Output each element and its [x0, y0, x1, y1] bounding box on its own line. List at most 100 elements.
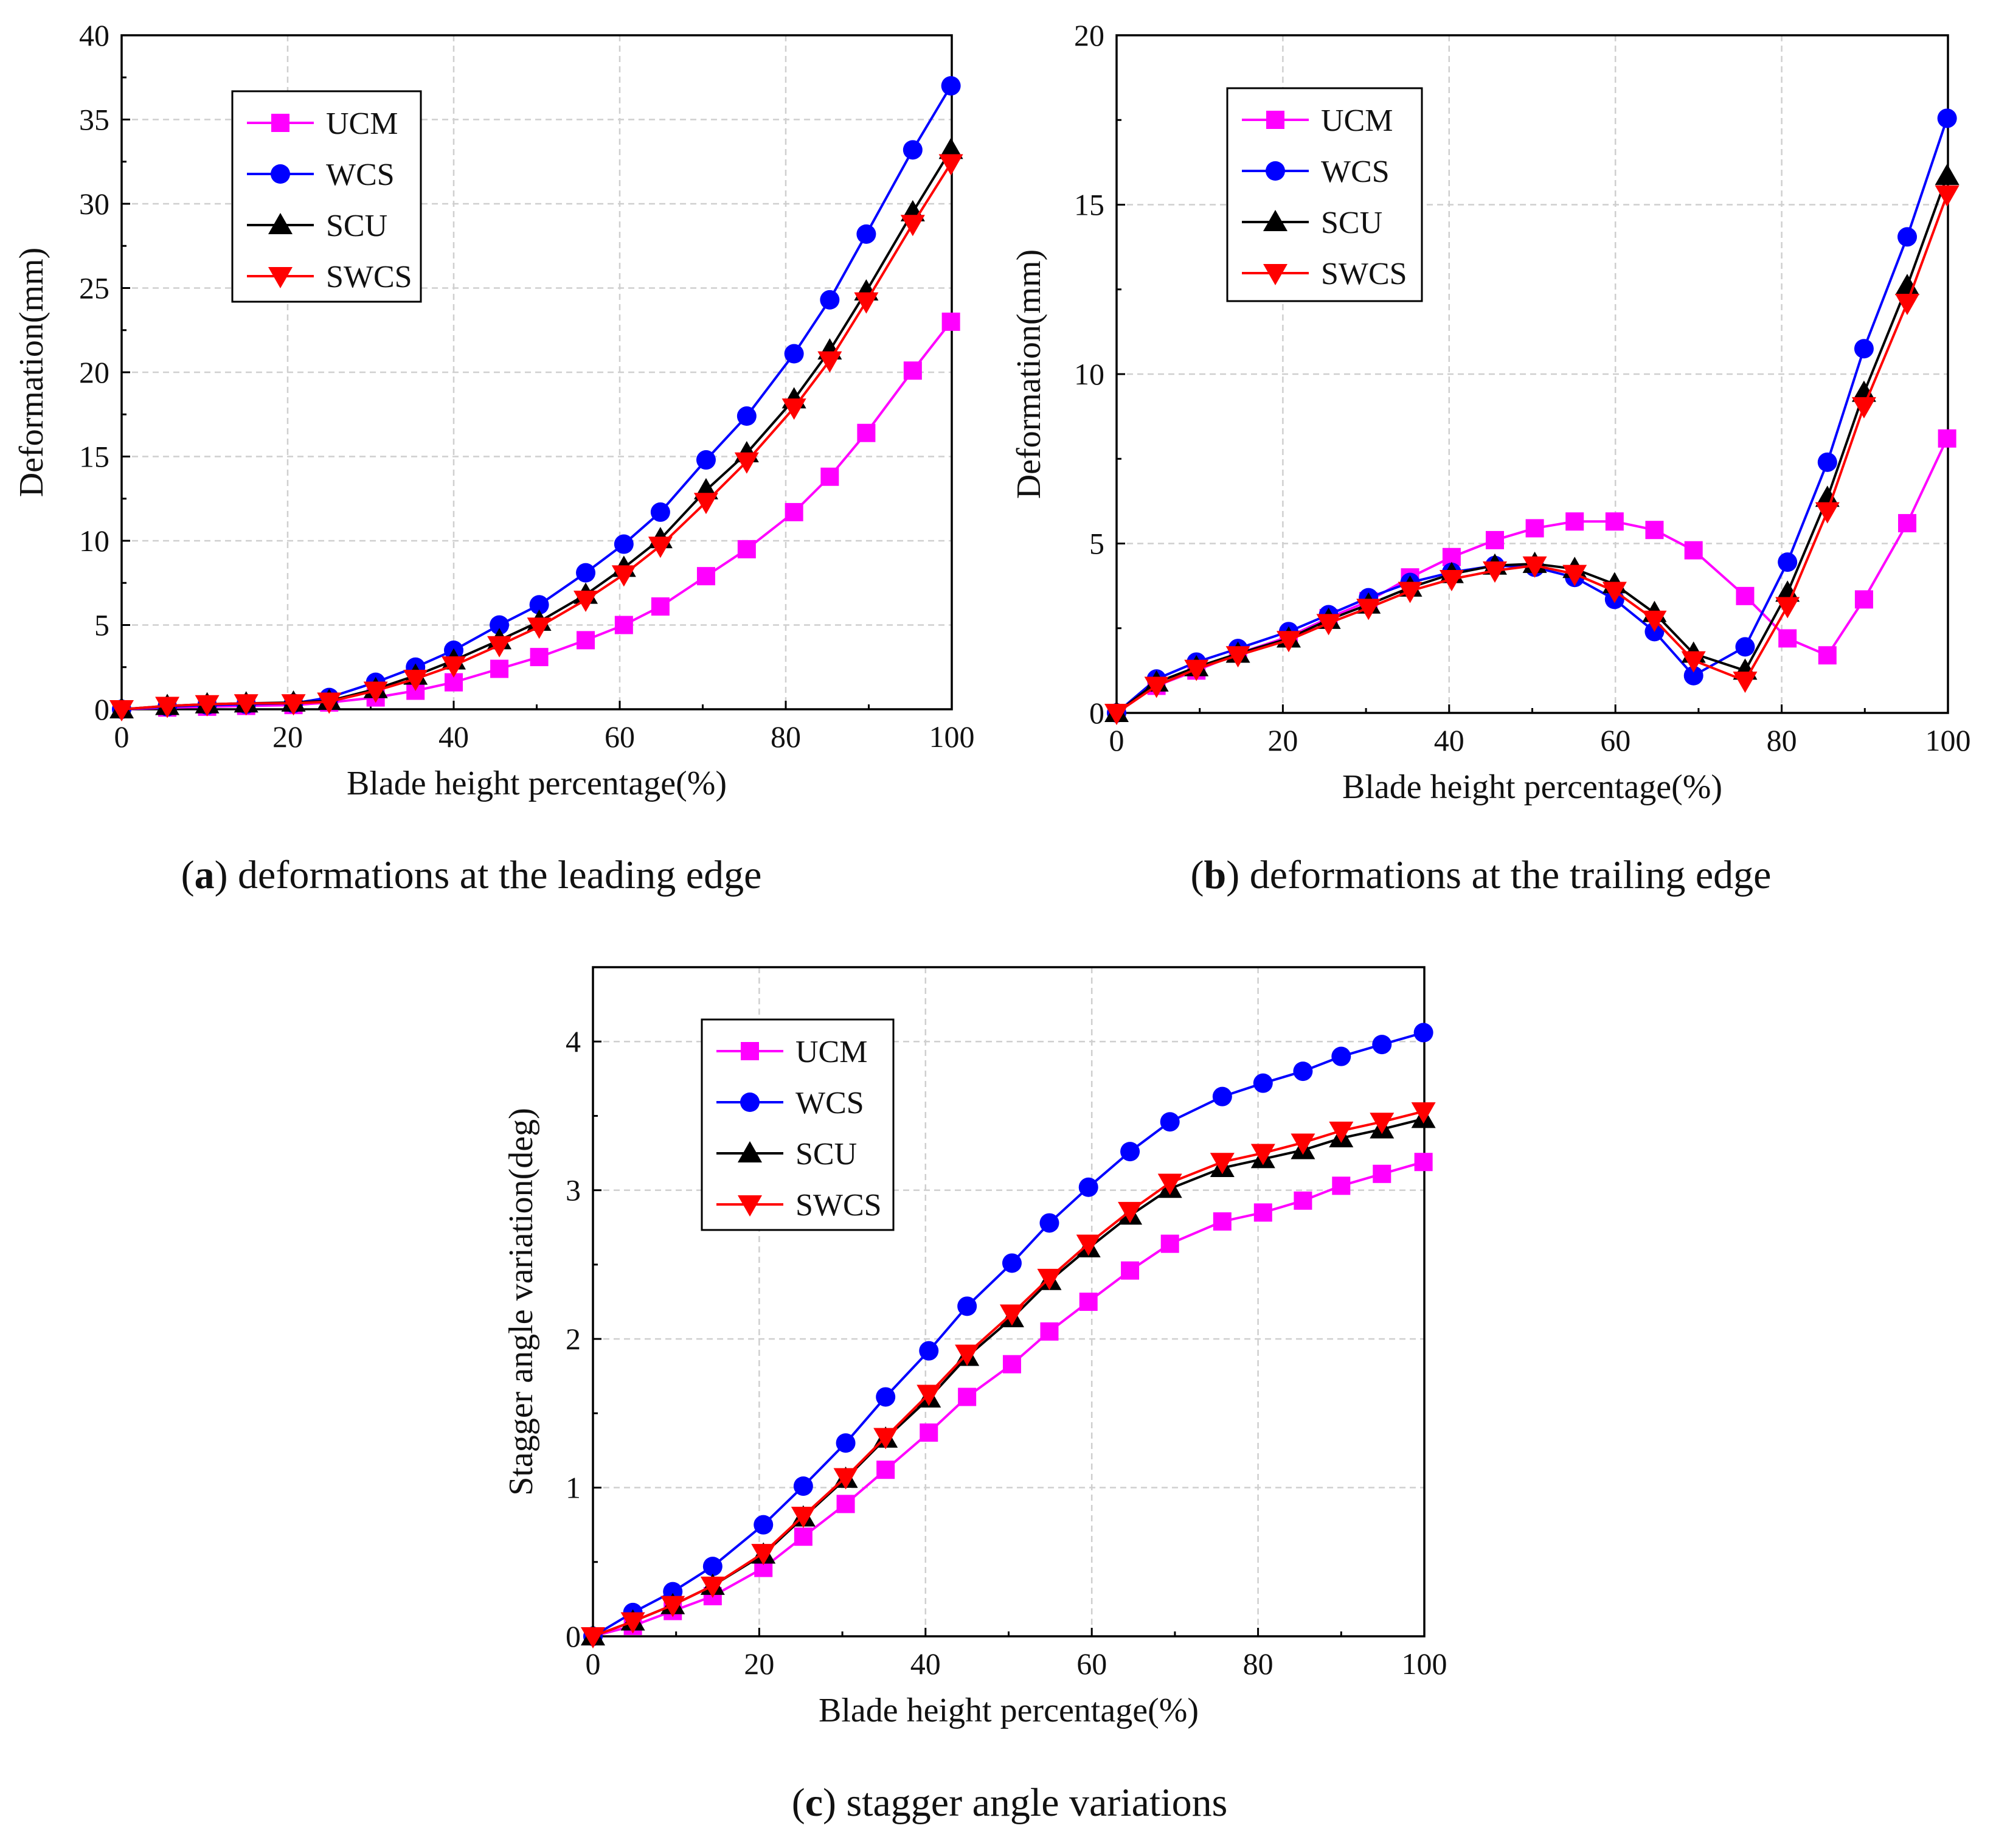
data-point [941, 76, 961, 96]
y-tick-label: 5 [94, 608, 109, 642]
data-point [611, 565, 636, 587]
chart-panel-b: 0 20 40 60 80 100 0 5 10 15 20 Blade height percent… [1010, 18, 1971, 897]
data-point [1562, 564, 1587, 586]
x-tick-label: 100 [929, 720, 975, 754]
y-tick-label: 35 [79, 103, 109, 137]
data-point [696, 567, 715, 586]
x-axis-title: Blade height percentage(%) [819, 1692, 1199, 1729]
data-point [836, 1433, 856, 1453]
legend-label: SCU [795, 1137, 857, 1172]
x-tick-label: 40 [438, 720, 469, 754]
data-point [876, 1387, 896, 1407]
data-point [1356, 599, 1381, 620]
data-point [650, 502, 670, 522]
x-tick-label: 60 [1076, 1647, 1107, 1681]
data-point [155, 696, 180, 718]
data-point [1815, 485, 1840, 507]
data-point [1002, 1355, 1021, 1374]
data-point [1522, 556, 1547, 578]
data-point [1120, 1142, 1140, 1162]
data-point [702, 1557, 723, 1577]
y-tick-label: 3 [566, 1173, 581, 1207]
data-point [660, 1596, 685, 1617]
data-point [1253, 1203, 1272, 1222]
data-point [1160, 1234, 1179, 1253]
data-point [1485, 530, 1504, 549]
data-point [1078, 1177, 1098, 1197]
legend-swatch-marker [271, 114, 289, 132]
caption-letter: c [805, 1780, 823, 1825]
data-point [574, 590, 598, 612]
legend-swatch-marker [738, 1141, 762, 1162]
data-point [1854, 339, 1874, 359]
data-point [317, 692, 342, 714]
data-point [1733, 672, 1758, 693]
data-point [791, 1507, 816, 1528]
data-point [1854, 590, 1873, 609]
legend-item-scu: SCU [716, 1137, 857, 1172]
data-point [1037, 1268, 1062, 1290]
x-tick-label: 100 [1925, 723, 1971, 757]
data-point [1818, 646, 1837, 665]
plot-frame [120, 34, 953, 710]
data-point [1525, 519, 1544, 538]
data-point [857, 423, 876, 442]
legend-label: SWCS [795, 1188, 882, 1223]
data-point [903, 361, 922, 380]
data-point [1079, 1293, 1098, 1311]
data-point [1735, 637, 1755, 657]
y-tick-label: 40 [79, 18, 109, 52]
y-tick-label: 15 [79, 440, 109, 474]
data-point [1144, 676, 1169, 698]
y-tick-label: 1 [566, 1471, 581, 1505]
data-point [817, 351, 842, 373]
data-point [234, 694, 258, 716]
data-point [1895, 294, 1920, 316]
data-point [700, 1576, 725, 1598]
data-point [1121, 1261, 1140, 1280]
y-tick-label: 25 [79, 271, 109, 305]
legend-item-swcs: SWCS [1242, 257, 1407, 291]
data-point [1316, 614, 1341, 636]
legend-item-wcs: WCS [716, 1086, 864, 1120]
legend: UCM WCS SCU SWCS [231, 90, 422, 303]
y-axis-title: Stagger angle variation(deg) [502, 1108, 540, 1496]
legend-box [231, 90, 422, 303]
axes: 0 20 40 60 80 100 0 5 10 15 20 25 30 35 40 [79, 18, 975, 754]
x-axis-title: Blade height percentage(%) [347, 765, 727, 802]
data-point [836, 1495, 855, 1513]
data-point [781, 398, 806, 420]
data-point [751, 1544, 776, 1566]
legend-swatch-marker [1266, 161, 1285, 181]
legend-label: WCS [326, 158, 395, 192]
data-point [1897, 227, 1918, 247]
data-point [854, 292, 879, 314]
data-point [581, 1627, 605, 1648]
data-point [648, 537, 673, 558]
plot-frame [592, 966, 1426, 1638]
data-point [651, 597, 670, 616]
data-point [1851, 380, 1876, 402]
data-point [920, 1423, 938, 1442]
data-point [1778, 552, 1798, 572]
data-point [734, 452, 759, 474]
legend-label: WCS [1321, 155, 1390, 189]
axes: 0 20 40 60 80 100 0 5 10 15 20 [1074, 18, 1971, 757]
legend-label: SCU [1321, 206, 1382, 240]
legend-item-wcs: WCS [247, 158, 395, 192]
data-point [1291, 1133, 1315, 1155]
y-tick-label: 15 [1074, 188, 1104, 222]
data-point [195, 695, 220, 717]
data-point [1439, 569, 1464, 591]
data-point [1184, 659, 1209, 681]
data-point [1413, 1023, 1433, 1043]
data-point [530, 648, 549, 667]
data-point [614, 534, 634, 554]
legend-swatch-marker [268, 267, 293, 288]
data-point [1160, 1112, 1180, 1132]
data-point [1565, 512, 1584, 531]
caption-letter: a [195, 853, 215, 897]
data-point [490, 659, 509, 678]
panel-caption: (b) deformations at the trailing edge [1191, 853, 1772, 897]
